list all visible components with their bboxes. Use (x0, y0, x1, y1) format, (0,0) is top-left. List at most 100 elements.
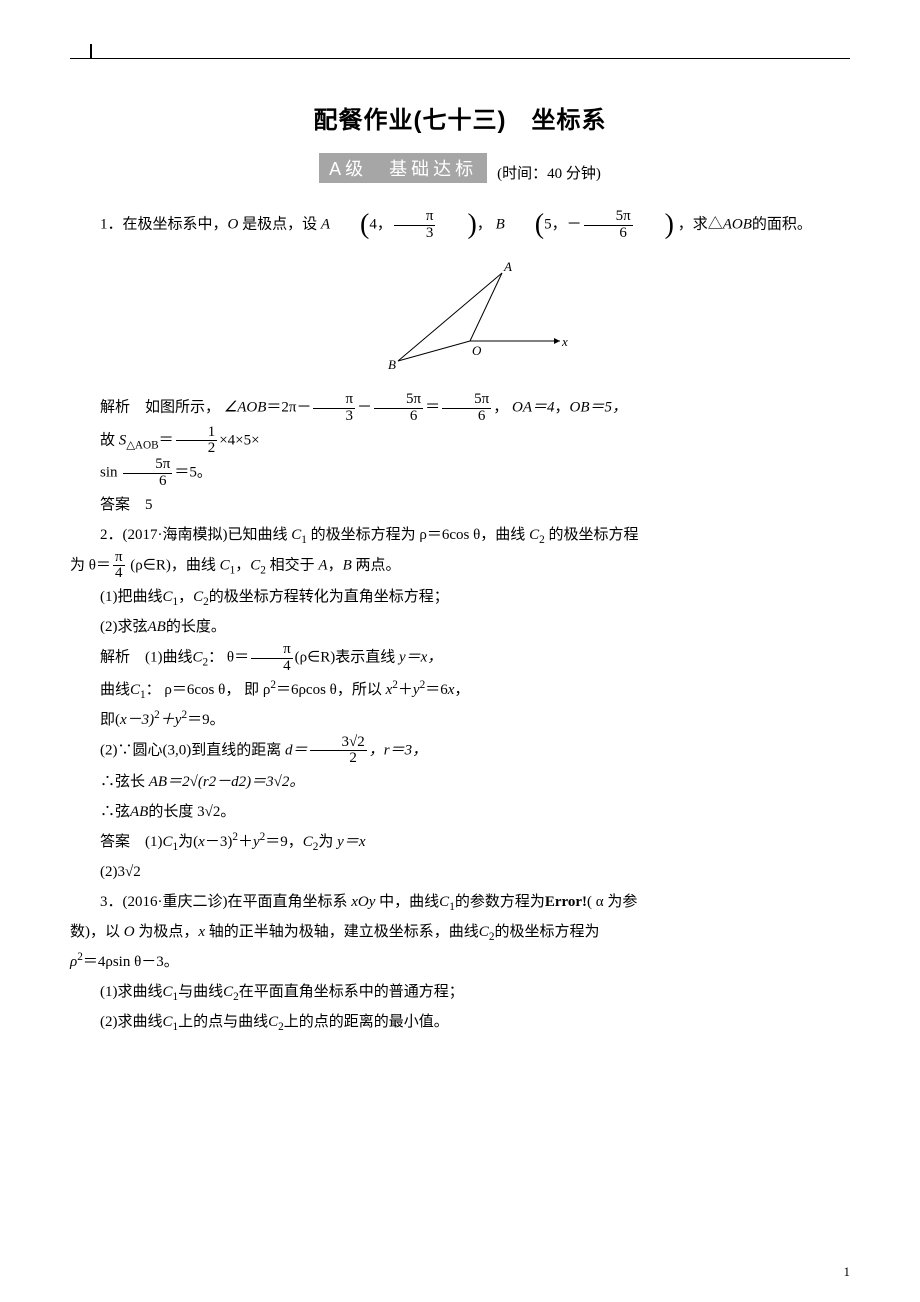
abeq: AB＝2√(r2－d2)＝3√2。 (149, 774, 305, 790)
q3eqb: ＝4ρsin θ－3。 (83, 954, 179, 970)
q3p2c: 上的点的距离的最小值。 (284, 1014, 449, 1030)
q3-p2: (2)求曲线C1上的点与曲线C2上的点的距离的最小值。 (70, 1007, 850, 1037)
q1-Ssub: △AOB (126, 439, 158, 451)
q3p2: (2)求曲线 (100, 1014, 163, 1030)
q1-oa: OA＝4 (512, 400, 555, 416)
snd: 6 (123, 474, 172, 490)
svg-text:B: B (388, 357, 396, 371)
q3O: O (124, 924, 135, 940)
q2yx: y＝x， (399, 650, 442, 666)
eqs: ＝6 (425, 682, 448, 698)
page-number: 1 (844, 1264, 851, 1280)
q3a: 3．(2016·重庆二诊)在平面直角坐标系 (100, 894, 351, 910)
f1n: π (313, 392, 355, 409)
q1-A: A (321, 216, 330, 232)
r3: ，r＝3， (369, 742, 427, 758)
ab: 为( (178, 834, 198, 850)
q3d: ( α 为参 (587, 894, 637, 910)
q1-AOB: AOB (723, 216, 752, 232)
q2A: A (318, 557, 327, 573)
q2p2b: 的长度。 (166, 619, 226, 635)
q2ab: AB (148, 619, 166, 635)
q1-figure: A B O x (70, 261, 850, 382)
q2-p2: (2)求弦AB的长度。 (70, 612, 850, 642)
q1-answer: 答案 5 (70, 490, 850, 520)
thd2: 4 (251, 659, 293, 675)
q3-stem-l1: 3．(2016·重庆二诊)在平面直角坐标系 xOy 中，曲线C1的参数方程为Er… (70, 887, 850, 917)
q2-ans1: 答案 (1)C1为(x－3)2＋y2＝9，C2为 y＝x (70, 827, 850, 857)
xoy: xOy (351, 894, 375, 910)
q1-sollabel: 解析 如图所示， (100, 400, 220, 416)
svg-text:A: A (503, 261, 512, 274)
svg-text:O: O (472, 343, 482, 358)
q1-Br: 5 (544, 216, 552, 232)
ch2: ∴弦 (100, 804, 130, 820)
eq: ＝ (159, 432, 174, 448)
ie: 即( (100, 712, 120, 728)
c2: C (529, 527, 539, 543)
q2lc1: 曲线 (100, 682, 130, 698)
q2-stem-l1: 2．(2017·海南模拟)已知曲线 C 1 的极坐标方程为 ρ＝6cos θ，曲线… (70, 520, 850, 550)
q1-text3: ，求△ (678, 216, 723, 232)
q3-eq: ρ2＝4ρsin θ－3。 (70, 947, 850, 977)
q2t1: 2．(2017·海南模拟)已知曲线 (100, 527, 288, 543)
q2p1a: (1)把曲线 (100, 589, 163, 605)
thd: 4 (113, 566, 125, 582)
c32: C (479, 924, 489, 940)
q2l2b: (ρ∈R)，曲线 (130, 557, 216, 573)
ad: ＝9， (265, 834, 303, 850)
q1-sol-line2: 故 S△AOB＝12×4×5× (70, 425, 850, 458)
snn: 5π (123, 457, 172, 474)
pl: ＋ (398, 682, 413, 698)
c1s: 1 (301, 534, 307, 546)
q2-ans2: (2)3√2 (70, 857, 850, 887)
q3p1c: 在平面直角坐标系中的普通方程； (239, 984, 464, 1000)
err: Error! (545, 894, 587, 910)
q1-sin: sin (100, 465, 118, 481)
q1-ob: OB＝5， (570, 400, 628, 416)
f3n: 5π (442, 392, 491, 409)
q1-mult: ×4×5× (219, 432, 259, 448)
header-tick (90, 44, 92, 58)
page-title: 配餐作业(七十三) 坐标系 (70, 100, 850, 135)
q3l2: 数)，以 (70, 924, 124, 940)
q1-text: 1．在极坐标系中， (100, 216, 228, 232)
time-note: (时间：40 分钟) (497, 162, 601, 183)
q2-sol4: (2)∵圆心(3,0)到直线的距离 d＝3√22，r＝3， (70, 735, 850, 768)
q1-so: 故 (100, 432, 119, 448)
dd: 2 (310, 751, 367, 767)
level-row: A级 基础达标 (时间：40 分钟) (70, 153, 850, 183)
f3d: 6 (442, 409, 491, 425)
q1-sol-line1: 解析 如图所示， ∠AOB＝2π－π3－5π6＝5π6， OA＝4，OB＝5， (70, 392, 850, 425)
ch2b: 的长度 3√2。 (148, 804, 235, 820)
p2s: (2)∵圆心(3,0)到直线的距离 (100, 742, 285, 758)
f2d: 6 (374, 409, 423, 425)
q1-Bth-d: 6 (584, 226, 633, 242)
q2-sol5: ∴弦长 AB＝2√(r2－d2)＝3√2。 (70, 767, 850, 797)
f2n: 5π (374, 392, 423, 409)
q3p1b: 与曲线 (178, 984, 223, 1000)
q2p1b: 的极坐标方程转化为直角坐标方程； (209, 589, 449, 605)
q1-Ar: 4 (369, 216, 377, 232)
q1-stem: 1．在极坐标系中，O 是极点，设 A(4，π3)， B(5，－5π6) ，求△A… (70, 197, 850, 253)
q3b: 中，曲线 (375, 894, 439, 910)
q3-p1: (1)求曲线C1与曲线C2在平面直角坐标系中的普通方程； (70, 977, 850, 1007)
dv: d＝ (285, 742, 308, 758)
q1-O: O (228, 216, 239, 232)
hd: 2 (176, 441, 218, 457)
q2lc1c: ＝6ρcos θ，所以 (276, 682, 386, 698)
q3p2b: 上的点与曲线 (178, 1014, 268, 1030)
q2t2: 的极坐标方程为 ρ＝6cos θ，曲线 (311, 527, 526, 543)
q2l2a: 为 θ＝ (70, 557, 111, 573)
ac: －3) (205, 834, 233, 850)
q2solb: ： θ＝ (208, 650, 249, 666)
header-rule (70, 58, 850, 59)
cm: ， (454, 682, 469, 698)
triangle-diagram: A B O x (350, 261, 570, 371)
thn: π (113, 550, 125, 567)
yx2: y＝x (337, 834, 365, 850)
dn: 3√2 (310, 735, 367, 752)
eq9: ＝9。 (187, 712, 225, 728)
q2-sol6: ∴弦AB的长度 3√2。 (70, 797, 850, 827)
q3p1: (1)求曲线 (100, 984, 163, 1000)
